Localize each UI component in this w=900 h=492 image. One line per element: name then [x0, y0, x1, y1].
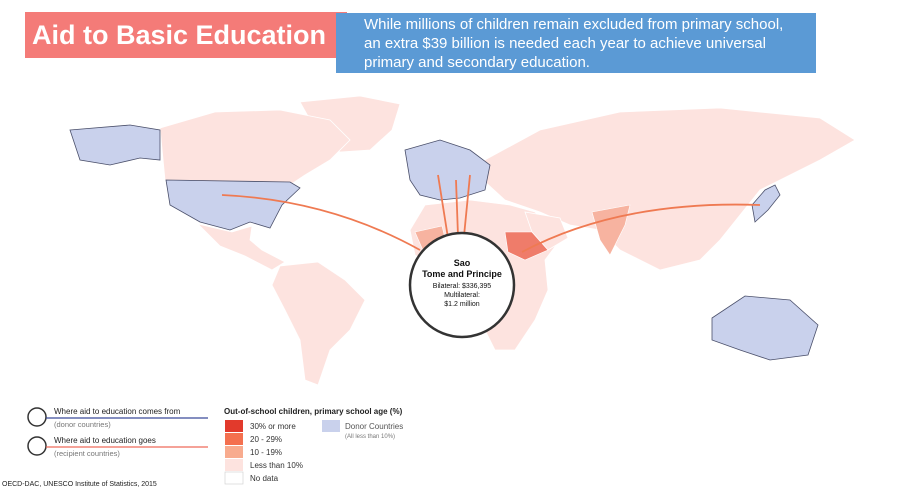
legend-flow-label: Where aid to education comes from: [54, 407, 181, 416]
legend-circle: [27, 436, 47, 456]
mexico: [196, 223, 286, 271]
arabia: [524, 211, 569, 251]
legend-swatch: [225, 446, 243, 458]
south-america: [271, 261, 366, 386]
flow-arc: [437, 174, 449, 239]
title: Aid to Basic Education: [32, 20, 326, 50]
legend-flow-note: (donor countries): [54, 420, 111, 429]
source: OECD-DAC, UNESCO Institute of Statistics…: [2, 481, 157, 488]
alaska: [69, 124, 161, 166]
flow-arc: [221, 194, 421, 251]
legend-label: 30% or more: [250, 422, 296, 431]
legend-swatch: [225, 433, 243, 445]
subtitle-line: an extra $39 billion is needed each year…: [364, 35, 766, 52]
legend-label: Less than 10%: [250, 461, 303, 470]
subtitle-box: [336, 13, 816, 73]
popup-title: Tome and Principe: [422, 269, 502, 279]
india: [591, 204, 631, 256]
legend-title: Out-of-school children, primary school a…: [224, 407, 403, 416]
legend-swatch: [322, 420, 340, 432]
legend-label: 10 - 19%: [250, 448, 282, 457]
popup-bilateral: Bilateral: $336,395: [433, 283, 491, 290]
flow-arc: [455, 179, 459, 237]
asia: [469, 107, 856, 271]
world-map: [69, 95, 856, 386]
legend-label: No data: [250, 474, 279, 483]
legend-donor: Donor Countries: [345, 422, 403, 431]
legend-swatch: [224, 471, 244, 485]
aid-flows: [221, 174, 761, 253]
japan: [751, 184, 781, 223]
australia: [711, 295, 819, 361]
popup-multilateral-label: Multilateral:: [444, 292, 480, 299]
flow-arc: [521, 203, 761, 253]
legend-label: 20 - 29%: [250, 435, 282, 444]
legend-flow-label: Where aid to education goes: [54, 436, 156, 445]
canada: [159, 109, 351, 186]
popup-title: Sao: [454, 258, 471, 268]
title-box: [25, 12, 347, 58]
legend-swatch: [225, 420, 243, 432]
flow-arc: [463, 174, 471, 237]
legend-swatch: [225, 459, 243, 471]
usa: [165, 179, 301, 231]
legend-circle: [27, 407, 47, 427]
subtitle-line: While millions of children remain exclud…: [364, 16, 783, 33]
legend-donor-note: (All less than 10%): [345, 434, 395, 440]
legend-flow-note: (recipient countries): [54, 449, 120, 458]
popup-circle: [408, 231, 516, 339]
popup-multilateral: $1.2 million: [444, 301, 480, 308]
europe: [404, 139, 491, 201]
subtitle-line: primary and secondary education.: [364, 54, 590, 71]
